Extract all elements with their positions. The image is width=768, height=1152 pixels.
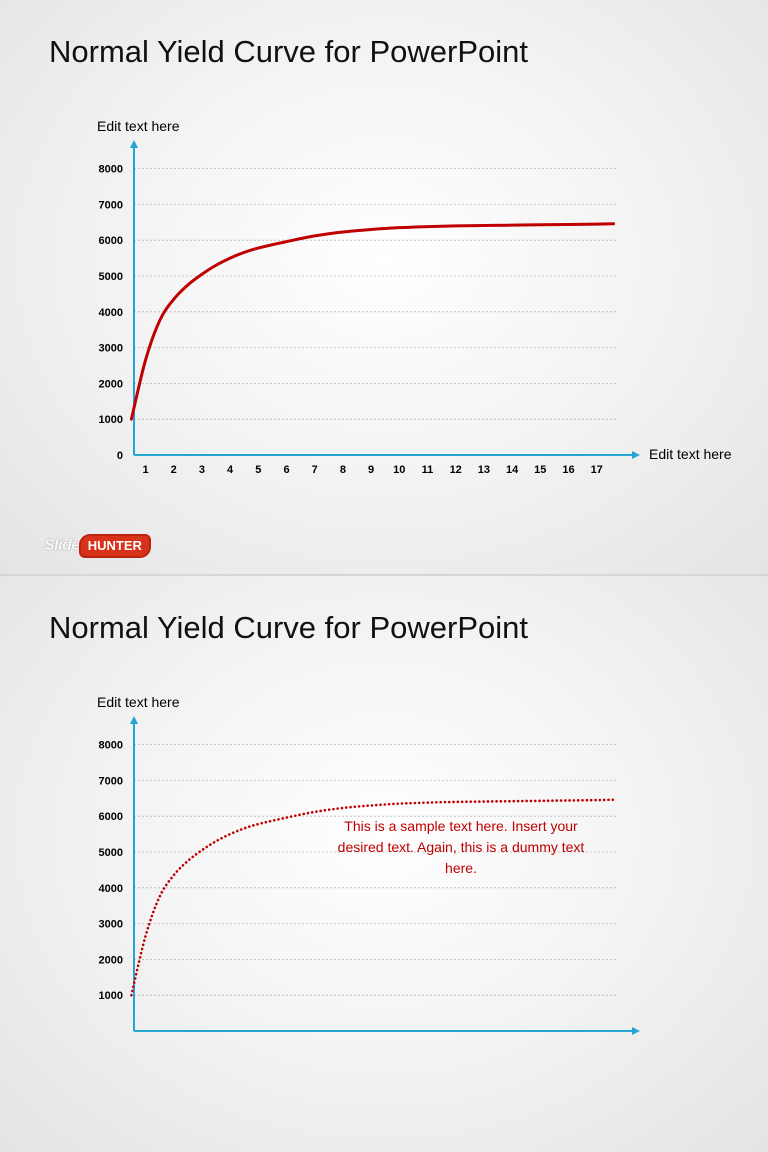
y-tick-label: 5000 [99, 847, 123, 859]
y-tick-label: 0 [117, 450, 123, 462]
x-tick-label: 11 [422, 464, 434, 476]
slide-title: Normal Yield Curve for PowerPoint [49, 610, 528, 645]
x-tick-label: 5 [255, 464, 261, 476]
y-axis-arrow [130, 140, 138, 148]
y-tick-label: 6000 [99, 811, 123, 823]
x-tick-label: 8 [340, 464, 346, 476]
y-tick-label: 4000 [99, 883, 123, 895]
chart-annotation: This is a sample text here. Insert your … [337, 818, 585, 876]
y-tick-label: 7000 [99, 775, 123, 787]
x-tick-label: 13 [478, 464, 490, 476]
x-tick-label: 4 [227, 464, 234, 476]
y-tick-label: 6000 [99, 235, 123, 247]
y-tick-label: 2000 [99, 954, 123, 966]
slide-separator [0, 574, 768, 576]
slide-2: Normal Yield Curve for PowerPoint 1000 20… [0, 576, 768, 1152]
x-tick-label: 3 [199, 464, 205, 476]
yield-curve-line [129, 222, 616, 421]
x-tick-label: 7 [312, 464, 318, 476]
logo-slide-text: Slide [44, 537, 80, 554]
y-tick-label: 7000 [99, 199, 123, 211]
y-axis-arrow [130, 716, 138, 724]
y-tick-label: 8000 [99, 164, 123, 176]
x-tick-label: 6 [283, 464, 289, 476]
y-tick-label: 1000 [99, 990, 123, 1002]
x-tick-label: 17 [591, 464, 603, 476]
yield-curve-line [130, 798, 615, 997]
y-tick-label: 1000 [99, 414, 123, 426]
slide-1: Normal Yield Curve for PowerPoint 0 1000 2… [0, 0, 768, 576]
y-tick-label: 5000 [99, 271, 123, 283]
y-axis-label: Edit text here [97, 694, 180, 710]
x-axis-label: Edit text here [649, 446, 732, 462]
logo-hunter-badge: HUNTER [80, 536, 149, 556]
x-axis-arrow [632, 451, 640, 459]
y-tick-label: 2000 [99, 378, 123, 390]
y-tick-label: 3000 [99, 919, 123, 931]
y-tick-label: 3000 [99, 343, 123, 355]
x-tick-label: 2 [171, 464, 177, 476]
x-tick-label: 1 [142, 464, 148, 476]
y-tick-label: 4000 [99, 307, 123, 319]
x-tick-label: 16 [562, 464, 574, 476]
x-tick-label: 15 [534, 464, 546, 476]
x-tick-label: 12 [450, 464, 462, 476]
yield-curve-chart-dotted: 1000 2000 3000 4000 5000 6000 7000 8000 Edit tex… [97, 694, 640, 1035]
y-axis-label: Edit text here [97, 118, 180, 134]
x-tick-label: 10 [393, 464, 405, 476]
x-axis-arrow [632, 1027, 640, 1035]
y-tick-label: 8000 [99, 740, 123, 752]
slidehunter-logo: Slide HUNTER [44, 532, 149, 560]
x-tick-label: 9 [368, 464, 374, 476]
x-tick-label: 14 [506, 464, 519, 476]
slide-title: Normal Yield Curve for PowerPoint [49, 34, 528, 69]
